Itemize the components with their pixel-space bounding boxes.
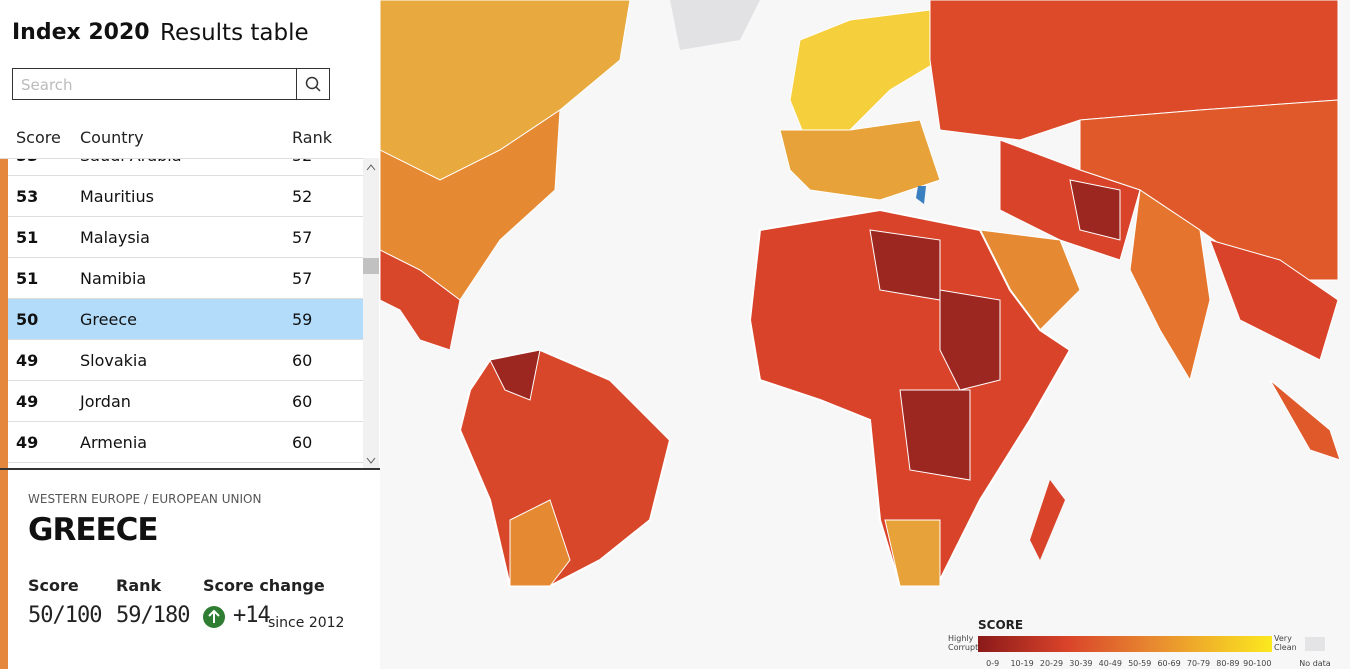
change-label: Score change [203,576,325,595]
table-cell: Namibia [80,269,147,288]
table-cell: 50 [16,310,39,329]
column-header[interactable]: Score [16,128,61,147]
search-button[interactable] [296,69,329,99]
sidebar: Index 2020 Results table Search Score Co… [0,0,380,669]
table-row[interactable]: 49 Armenia 60 [8,422,363,463]
search-box[interactable]: Search [12,68,330,100]
map-legend: SCORE Highly Corrupt Very Clean 0-9 10-19… [948,618,1331,668]
legend-range: 90-100 [1243,659,1271,668]
legend-range: 40-49 [1099,659,1122,668]
table-row[interactable]: 49 Slovakia 60 [8,340,363,381]
table-row[interactable]: 49 Jordan 60 [8,381,363,422]
legend-range: 60-69 [1157,659,1180,668]
table-cell: 49 [16,433,39,452]
legend-high: Very Clean [1274,634,1297,652]
table-cell: 60 [292,392,313,411]
change-value: +14 [233,603,271,628]
legend-range: 20-29 [1040,659,1063,668]
legend-range: 80-89 [1216,659,1239,668]
table-cell: Slovakia [80,351,148,370]
table-row[interactable]: 53 Saudi Arabia 52 [8,159,363,176]
table-row[interactable]: 53 Mauritius 52 [8,176,363,217]
table-cell: 49 [16,392,39,411]
subtitle[interactable]: Results table [160,20,309,46]
table-cell: Armenia [80,433,148,452]
legend-low: Highly Corrupt [948,634,979,652]
legend-range: 50-59 [1128,659,1151,668]
table-cell: 53 [16,187,39,206]
legend-range: 0-9 [986,659,999,668]
table-cell: Saudi Arabia [80,159,182,165]
search-placeholder: Search [21,76,73,94]
search-icon [305,76,321,92]
column-header[interactable]: Country [80,128,144,147]
table-row[interactable]: 51 Malaysia 57 [8,217,363,258]
country-detail: WESTERN EUROPE / EUROPEAN UNION GREECE S… [0,468,380,669]
scrollbar-track [363,164,379,464]
legend-range: 70-79 [1187,659,1210,668]
no-data-label: No data [1299,659,1331,668]
country-name: GREECE [28,512,159,548]
scrollbar[interactable] [363,158,379,468]
rank-label: Rank [116,576,162,595]
legend-scale [978,636,1272,652]
table-cell: Greece [80,310,137,329]
legend-range: 30-39 [1069,659,1092,668]
table-cell: 60 [292,351,313,370]
table-row[interactable]: 50 Greece 59 [8,299,363,340]
table-cell: 51 [16,228,39,247]
table-cell: 60 [292,433,313,452]
rank-value: 59/180 [116,603,190,628]
change-since: since 2012 [268,615,345,631]
title: Index 2020 [12,20,150,45]
legend-title: SCORE [978,618,1023,632]
table-cell: 49 [16,351,39,370]
no-data-swatch [1305,637,1325,651]
up-arrow-icon [203,606,225,628]
results-table: 53Saudi Arabia5253Mauritius5251Malaysia5… [0,158,363,469]
map [380,0,1341,588]
table-cell: 53 [16,159,38,165]
table-row[interactable]: 51 Namibia 57 [8,258,363,299]
score-value: 50/100 [28,603,102,628]
table-cell: 52 [292,187,313,206]
table-cell: 52 [292,159,312,165]
table-cell: Malaysia [80,228,150,247]
table-cell: 59 [292,310,313,329]
score-label: Score [28,576,79,595]
table-cell: Mauritius [80,187,154,206]
table-cell: 57 [292,228,313,247]
column-header[interactable]: Rank [292,128,332,147]
region: WESTERN EUROPE / EUROPEAN UNION [28,492,262,506]
table-cell: 51 [16,269,39,288]
legend-range: 10-19 [1010,659,1033,668]
table-cell: Jordan [80,392,131,411]
region-stripe [0,158,8,669]
table-cell: 57 [292,269,313,288]
